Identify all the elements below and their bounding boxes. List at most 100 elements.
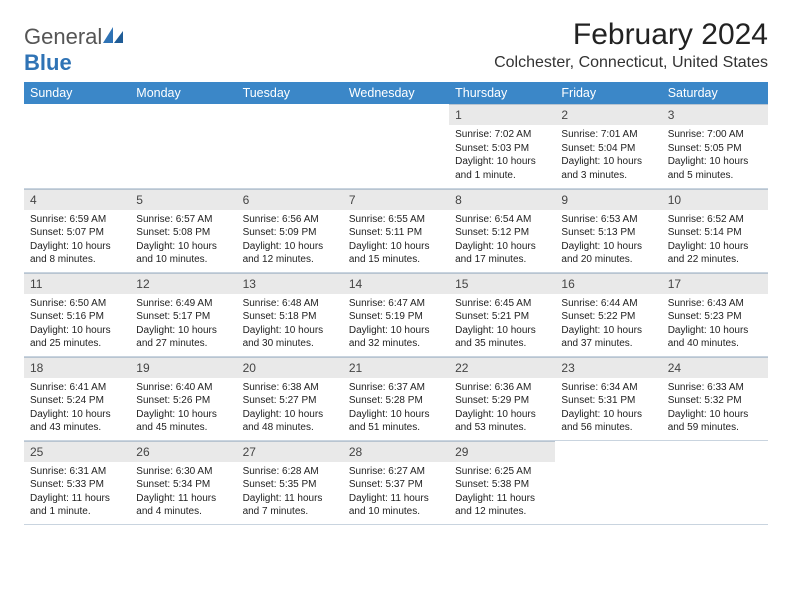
calendar-header-row: SundayMondayTuesdayWednesdayThursdayFrid… — [24, 82, 768, 104]
daylight-text: Daylight: 10 hours and 22 minutes. — [668, 240, 762, 267]
calendar-body: 1Sunrise: 7:02 AMSunset: 5:03 PMDaylight… — [24, 104, 768, 524]
calendar-cell — [237, 104, 343, 188]
daylight-text: Daylight: 10 hours and 53 minutes. — [455, 408, 549, 435]
calendar-cell: 7Sunrise: 6:55 AMSunset: 5:11 PMDaylight… — [343, 188, 449, 272]
calendar-cell: 15Sunrise: 6:45 AMSunset: 5:21 PMDayligh… — [449, 272, 555, 356]
day-number: 29 — [449, 441, 555, 462]
sunset-text: Sunset: 5:38 PM — [455, 478, 549, 492]
day-number: 23 — [555, 357, 661, 378]
day-body: Sunrise: 6:56 AMSunset: 5:09 PMDaylight:… — [237, 210, 343, 271]
sunrise-text: Sunrise: 6:38 AM — [243, 381, 337, 395]
calendar-cell: 28Sunrise: 6:27 AMSunset: 5:37 PMDayligh… — [343, 440, 449, 524]
calendar-cell: 9Sunrise: 6:53 AMSunset: 5:13 PMDaylight… — [555, 188, 661, 272]
day-body: Sunrise: 6:45 AMSunset: 5:21 PMDaylight:… — [449, 294, 555, 355]
location: Colchester, Connecticut, United States — [494, 54, 768, 72]
sunset-text: Sunset: 5:26 PM — [136, 394, 230, 408]
day-number: 11 — [24, 273, 130, 294]
daylight-text: Daylight: 10 hours and 5 minutes. — [668, 155, 762, 182]
day-number: 6 — [237, 189, 343, 210]
day-number: 27 — [237, 441, 343, 462]
sunset-text: Sunset: 5:22 PM — [561, 310, 655, 324]
day-body: Sunrise: 6:37 AMSunset: 5:28 PMDaylight:… — [343, 378, 449, 439]
day-body: Sunrise: 6:54 AMSunset: 5:12 PMDaylight:… — [449, 210, 555, 271]
calendar-cell — [343, 104, 449, 188]
calendar-cell: 27Sunrise: 6:28 AMSunset: 5:35 PMDayligh… — [237, 440, 343, 524]
day-body: Sunrise: 6:53 AMSunset: 5:13 PMDaylight:… — [555, 210, 661, 271]
sunrise-text: Sunrise: 6:44 AM — [561, 297, 655, 311]
calendar-cell: 20Sunrise: 6:38 AMSunset: 5:27 PMDayligh… — [237, 356, 343, 440]
day-number: 17 — [662, 273, 768, 294]
sunrise-text: Sunrise: 6:34 AM — [561, 381, 655, 395]
calendar-cell — [662, 440, 768, 524]
day-body: Sunrise: 6:25 AMSunset: 5:38 PMDaylight:… — [449, 462, 555, 523]
daylight-text: Daylight: 11 hours and 4 minutes. — [136, 492, 230, 519]
day-number: 5 — [130, 189, 236, 210]
daylight-text: Daylight: 11 hours and 10 minutes. — [349, 492, 443, 519]
day-number: 22 — [449, 357, 555, 378]
calendar-cell: 16Sunrise: 6:44 AMSunset: 5:22 PMDayligh… — [555, 272, 661, 356]
sunset-text: Sunset: 5:29 PM — [455, 394, 549, 408]
daylight-text: Daylight: 10 hours and 56 minutes. — [561, 408, 655, 435]
sunrise-text: Sunrise: 6:31 AM — [30, 465, 124, 479]
daylight-text: Daylight: 10 hours and 45 minutes. — [136, 408, 230, 435]
day-body: Sunrise: 6:36 AMSunset: 5:29 PMDaylight:… — [449, 378, 555, 439]
day-header: Thursday — [449, 82, 555, 104]
sunset-text: Sunset: 5:17 PM — [136, 310, 230, 324]
day-number: 14 — [343, 273, 449, 294]
logo-text: GeneralBlue — [24, 24, 124, 76]
sunset-text: Sunset: 5:05 PM — [668, 142, 762, 156]
day-number: 8 — [449, 189, 555, 210]
calendar-cell: 21Sunrise: 6:37 AMSunset: 5:28 PMDayligh… — [343, 356, 449, 440]
daylight-text: Daylight: 10 hours and 8 minutes. — [30, 240, 124, 267]
calendar-cell: 14Sunrise: 6:47 AMSunset: 5:19 PMDayligh… — [343, 272, 449, 356]
title-block: February 2024 Colchester, Connecticut, U… — [494, 18, 768, 72]
sunset-text: Sunset: 5:13 PM — [561, 226, 655, 240]
calendar-cell: 2Sunrise: 7:01 AMSunset: 5:04 PMDaylight… — [555, 104, 661, 188]
day-body: Sunrise: 6:57 AMSunset: 5:08 PMDaylight:… — [130, 210, 236, 271]
sunset-text: Sunset: 5:21 PM — [455, 310, 549, 324]
day-body: Sunrise: 7:00 AMSunset: 5:05 PMDaylight:… — [662, 125, 768, 186]
header: GeneralBlue February 2024 Colchester, Co… — [24, 18, 768, 76]
day-body: Sunrise: 7:02 AMSunset: 5:03 PMDaylight:… — [449, 125, 555, 186]
daylight-text: Daylight: 10 hours and 25 minutes. — [30, 324, 124, 351]
calendar-cell: 25Sunrise: 6:31 AMSunset: 5:33 PMDayligh… — [24, 440, 130, 524]
sunrise-text: Sunrise: 6:50 AM — [30, 297, 124, 311]
calendar-week: 11Sunrise: 6:50 AMSunset: 5:16 PMDayligh… — [24, 272, 768, 356]
calendar-cell: 13Sunrise: 6:48 AMSunset: 5:18 PMDayligh… — [237, 272, 343, 356]
day-number: 12 — [130, 273, 236, 294]
sunrise-text: Sunrise: 6:30 AM — [136, 465, 230, 479]
calendar-cell: 17Sunrise: 6:43 AMSunset: 5:23 PMDayligh… — [662, 272, 768, 356]
calendar-week: 4Sunrise: 6:59 AMSunset: 5:07 PMDaylight… — [24, 188, 768, 272]
calendar-cell: 5Sunrise: 6:57 AMSunset: 5:08 PMDaylight… — [130, 188, 236, 272]
sunset-text: Sunset: 5:04 PM — [561, 142, 655, 156]
sunset-text: Sunset: 5:07 PM — [30, 226, 124, 240]
calendar-cell: 12Sunrise: 6:49 AMSunset: 5:17 PMDayligh… — [130, 272, 236, 356]
day-body: Sunrise: 6:47 AMSunset: 5:19 PMDaylight:… — [343, 294, 449, 355]
calendar-cell: 23Sunrise: 6:34 AMSunset: 5:31 PMDayligh… — [555, 356, 661, 440]
calendar-week: 18Sunrise: 6:41 AMSunset: 5:24 PMDayligh… — [24, 356, 768, 440]
day-body: Sunrise: 6:40 AMSunset: 5:26 PMDaylight:… — [130, 378, 236, 439]
sunrise-text: Sunrise: 6:59 AM — [30, 213, 124, 227]
day-body: Sunrise: 6:41 AMSunset: 5:24 PMDaylight:… — [24, 378, 130, 439]
logo-word-general: General — [24, 24, 102, 49]
calendar-cell: 22Sunrise: 6:36 AMSunset: 5:29 PMDayligh… — [449, 356, 555, 440]
sunrise-text: Sunrise: 6:54 AM — [455, 213, 549, 227]
daylight-text: Daylight: 10 hours and 3 minutes. — [561, 155, 655, 182]
sunrise-text: Sunrise: 6:57 AM — [136, 213, 230, 227]
day-number: 28 — [343, 441, 449, 462]
day-body: Sunrise: 6:50 AMSunset: 5:16 PMDaylight:… — [24, 294, 130, 355]
day-number: 24 — [662, 357, 768, 378]
logo: GeneralBlue — [24, 18, 124, 76]
day-body: Sunrise: 6:34 AMSunset: 5:31 PMDaylight:… — [555, 378, 661, 439]
sunset-text: Sunset: 5:08 PM — [136, 226, 230, 240]
sunset-text: Sunset: 5:35 PM — [243, 478, 337, 492]
day-number: 15 — [449, 273, 555, 294]
day-body: Sunrise: 6:43 AMSunset: 5:23 PMDaylight:… — [662, 294, 768, 355]
calendar-week: 25Sunrise: 6:31 AMSunset: 5:33 PMDayligh… — [24, 440, 768, 524]
day-body: Sunrise: 6:59 AMSunset: 5:07 PMDaylight:… — [24, 210, 130, 271]
day-body: Sunrise: 6:49 AMSunset: 5:17 PMDaylight:… — [130, 294, 236, 355]
daylight-text: Daylight: 10 hours and 15 minutes. — [349, 240, 443, 267]
day-number: 21 — [343, 357, 449, 378]
daylight-text: Daylight: 10 hours and 32 minutes. — [349, 324, 443, 351]
calendar-cell — [24, 104, 130, 188]
